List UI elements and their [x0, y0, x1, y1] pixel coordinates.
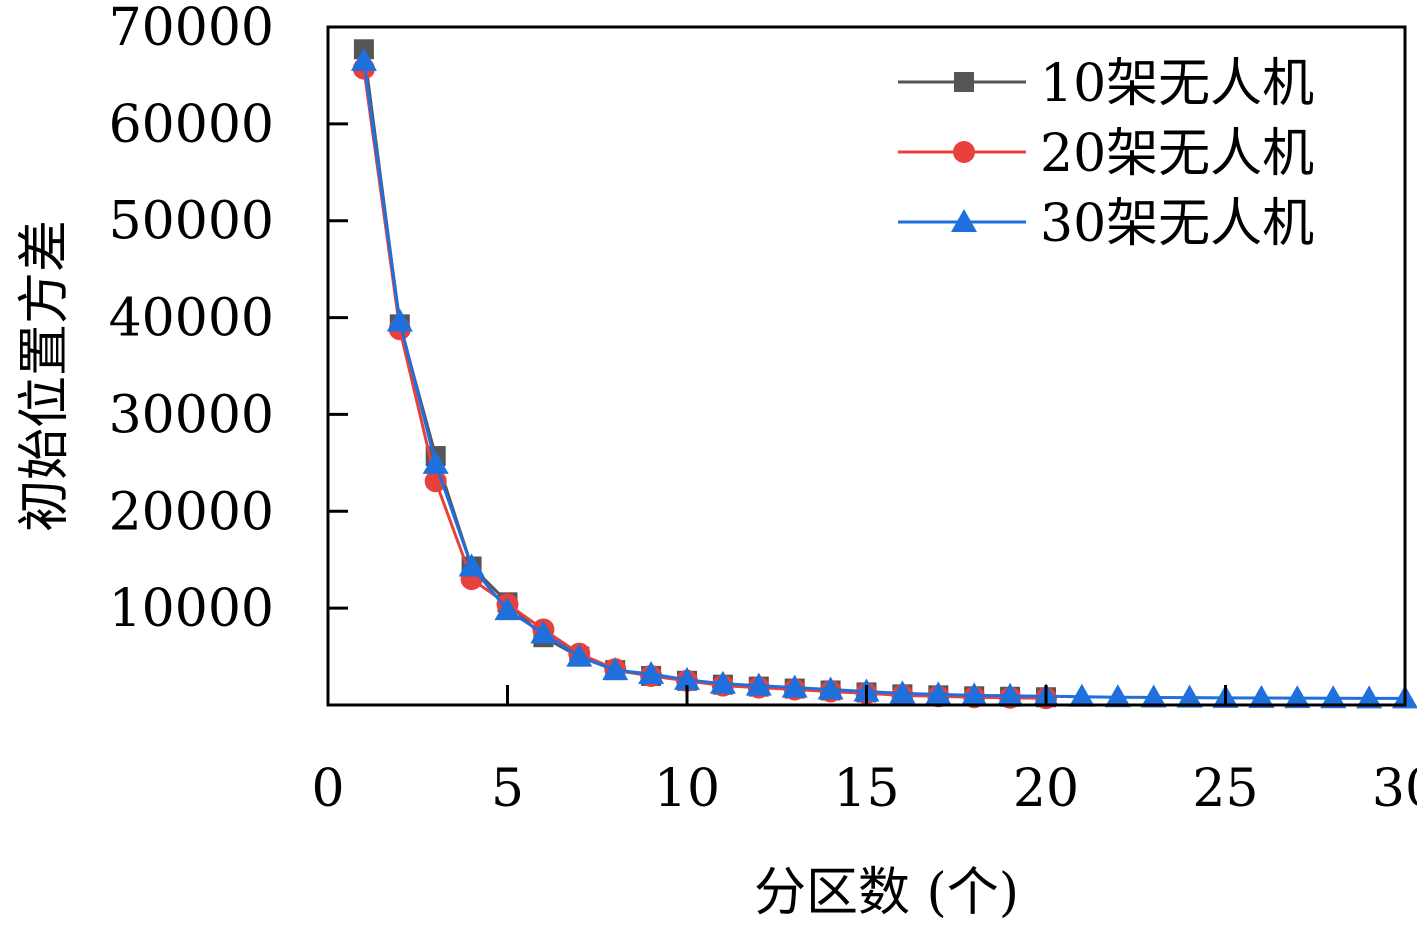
data-point — [494, 597, 521, 621]
data-point — [1320, 685, 1347, 709]
x-tick-label: 30 — [1372, 759, 1417, 819]
x-tick-label: 15 — [833, 759, 899, 819]
data-point — [566, 643, 593, 667]
x-tick-label: 0 — [311, 759, 344, 819]
data-point — [997, 682, 1024, 706]
legend-marker — [951, 209, 977, 232]
data-point — [530, 620, 557, 644]
data-point — [1104, 684, 1131, 708]
y-tick-label: 40000 — [109, 289, 274, 349]
data-point — [709, 670, 736, 694]
data-point — [1140, 684, 1167, 708]
legend-label: 10架无人机 — [1040, 54, 1314, 114]
data-point — [458, 553, 485, 577]
series-1 — [353, 39, 1056, 708]
y-tick-label: 50000 — [109, 192, 274, 252]
y-tick-label: 70000 — [109, 0, 274, 58]
legend-item: 30架无人机 — [898, 194, 1314, 254]
y-tick-label: 20000 — [109, 482, 274, 542]
series-line — [362, 49, 1047, 699]
legend: 10架无人机 20架无人机 30架无人机 — [898, 54, 1314, 254]
data-point — [745, 672, 772, 696]
data-point — [817, 676, 844, 700]
legend-label: 30架无人机 — [1040, 194, 1314, 254]
x-tick-label: 5 — [491, 759, 524, 819]
series-3 — [350, 47, 1417, 709]
legend-label: 20架无人机 — [1040, 124, 1314, 184]
series-line — [362, 68, 1047, 700]
data-point — [350, 47, 377, 71]
x-tick-label: 25 — [1192, 759, 1258, 819]
legend-item: 20架无人机 — [898, 124, 1314, 184]
legend-marker — [953, 141, 975, 163]
data-point — [1068, 683, 1095, 707]
legend-marker — [954, 72, 974, 92]
data-point — [889, 680, 916, 704]
data-point — [386, 308, 413, 332]
data-point — [961, 682, 988, 706]
x-tick-label: 10 — [654, 759, 720, 819]
data-point — [781, 674, 808, 698]
axis-layer: 0 5 10 15 20 25 30 10000 20000 30000 40000 50000 600… — [109, 0, 1417, 819]
series-layer — [350, 39, 1417, 710]
data-point — [925, 681, 952, 705]
data-point — [1176, 684, 1203, 708]
y-tick-label: 10000 — [109, 579, 274, 639]
x-axis-label: 分区数 (个) — [754, 863, 1019, 923]
y-tick-label: 60000 — [109, 95, 274, 155]
x-tick-label: 20 — [1013, 759, 1079, 819]
data-point — [422, 450, 449, 474]
data-point — [1248, 685, 1275, 709]
data-point — [638, 661, 665, 685]
y-tick-label: 30000 — [109, 385, 274, 445]
data-point — [602, 657, 629, 681]
series-2 — [352, 57, 1057, 710]
y-axis-label: 初始位置方差 — [15, 220, 75, 532]
data-point — [1284, 685, 1311, 709]
legend-item: 10架无人机 — [898, 54, 1314, 114]
data-point — [674, 666, 700, 690]
data-point — [1356, 685, 1383, 709]
